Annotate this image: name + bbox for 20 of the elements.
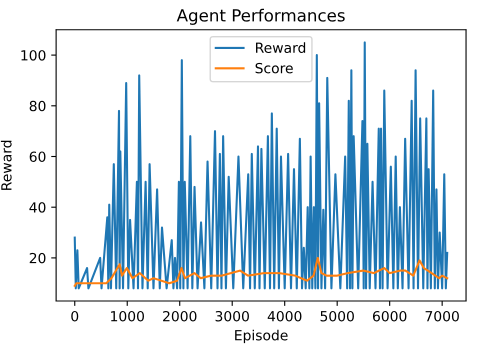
x-tick-label: 7000 (426, 310, 459, 322)
y-tick-label: 20 (30, 252, 46, 264)
line-series (74, 41, 448, 290)
y-axis-title: Reward (0, 140, 12, 190)
x-tick-label: 5000 (320, 310, 354, 322)
chart-title: Agent Performances (176, 8, 345, 25)
line-series (74, 256, 448, 287)
x-tick-label: 6000 (372, 310, 406, 322)
legend-label: Reward (256, 42, 306, 53)
y-tick-label: 60 (30, 151, 46, 162)
y-tick-label: 80 (30, 100, 46, 112)
x-tick-label: 3000 (216, 310, 249, 322)
x-tick-label: 4000 (268, 310, 302, 322)
y-tick-label: 40 (29, 202, 46, 213)
x-axis-title: Episode (235, 330, 288, 344)
x-tick-label: 2000 (163, 310, 196, 322)
x-tick-label: 0 (71, 310, 78, 322)
legend-label: Score (256, 62, 293, 74)
y-tick-label: 100 (21, 50, 46, 61)
x-tick-label: 1000 (111, 310, 144, 322)
